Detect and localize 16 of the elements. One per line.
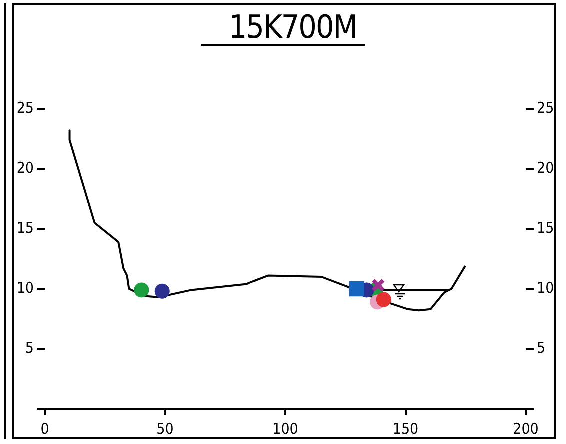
y2-tick-label: 20 [537,158,554,177]
chart-title: 15K700M [200,8,366,46]
x-tick-label: 0 [40,420,50,438]
x-tick-label: 150 [392,420,419,438]
y2-tick-label: 5 [537,338,546,357]
y-tick-label: 25 [16,98,34,117]
y-tick-label: 5 [25,338,34,357]
x-tick-label: 200 [513,420,539,438]
y2-tick-label: 10 [537,278,554,297]
y2-tick-label: 25 [537,98,554,117]
x-tick-label: 50 [156,420,174,438]
y-tick-label: 20 [16,158,34,177]
y2-tick-label: 15 [537,218,554,237]
x-tick-label: 100 [272,420,298,438]
y-tick-label: 15 [16,218,34,237]
y-tick-label: 10 [16,278,34,297]
